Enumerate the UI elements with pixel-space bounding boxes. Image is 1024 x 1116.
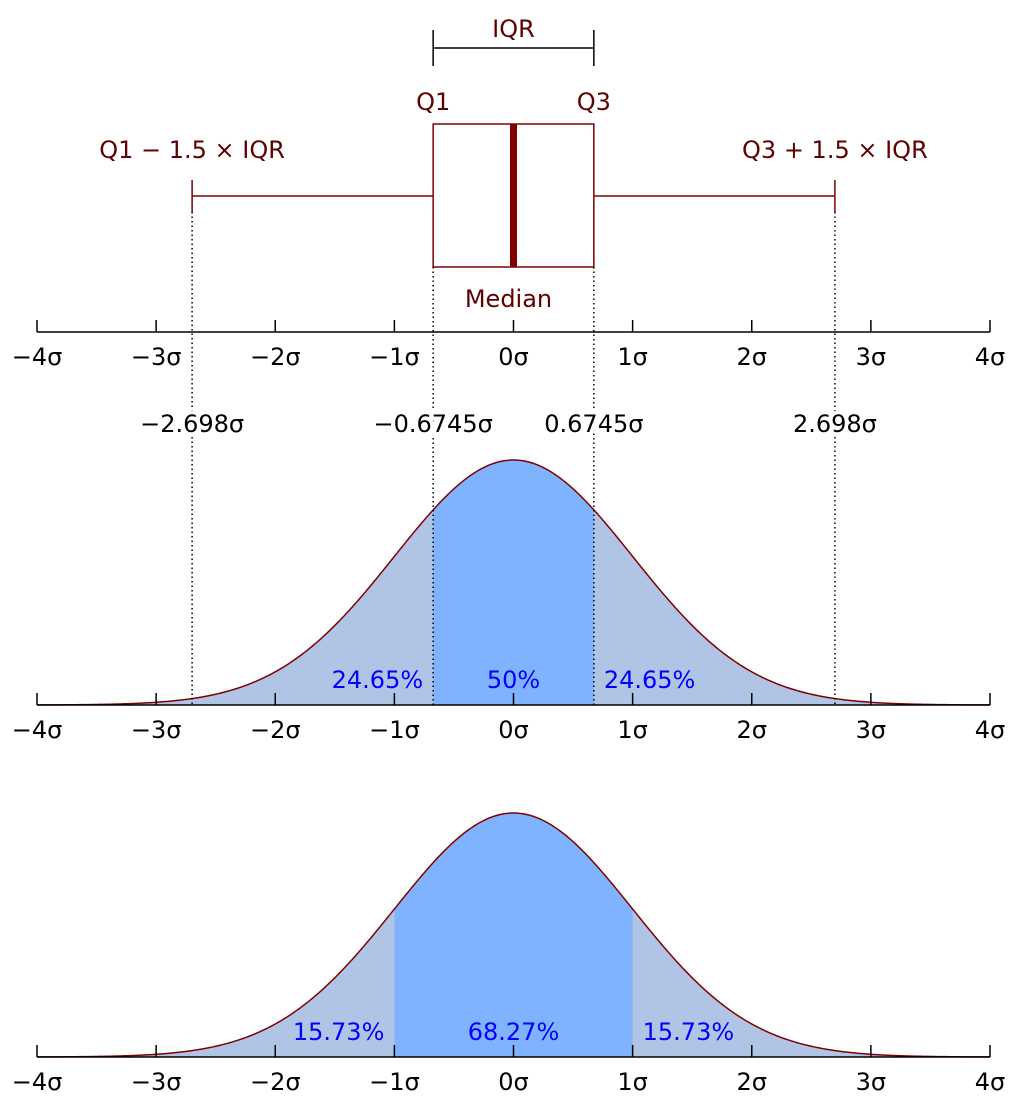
x-tick-label: −2σ (250, 1068, 301, 1096)
x-tick-label: 3σ (856, 343, 886, 371)
x-tick-label: 4σ (975, 1068, 1005, 1096)
region (632, 909, 990, 1057)
region-label: 24.65% (332, 666, 424, 694)
region-label: 24.65% (604, 666, 696, 694)
x-tick-label: 2σ (737, 716, 767, 744)
x-tick-label: 3σ (856, 716, 886, 744)
x-tick-label: 3σ (856, 1068, 886, 1096)
x-tick-label: −3σ (131, 343, 182, 371)
x-tick-label: −4σ (12, 716, 63, 744)
annotation-label: −2.698σ (140, 410, 244, 438)
x-tick-label: −1σ (369, 1068, 420, 1096)
x-tick-label: 1σ (617, 343, 647, 371)
x-tick-label: −3σ (131, 1068, 182, 1096)
q3-label: Q3 (577, 88, 611, 116)
x-tick-label: −2σ (250, 716, 301, 744)
whisker-low-label: Q1 − 1.5 × IQR (99, 136, 285, 164)
region-label: 15.73% (293, 1018, 385, 1046)
region (37, 909, 395, 1057)
x-tick-label: −2σ (250, 343, 301, 371)
x-tick-label: −1σ (369, 343, 420, 371)
q1-label: Q1 (416, 88, 450, 116)
whisker-high-label: Q3 + 1.5 × IQR (742, 136, 928, 164)
x-tick-label: 1σ (617, 716, 647, 744)
region (593, 509, 835, 705)
annotation-label: −0.6745σ (374, 410, 493, 438)
region (433, 460, 594, 705)
x-tick-label: −4σ (12, 343, 63, 371)
iqr-label: IQR (492, 15, 535, 43)
region-label: 68.27% (468, 1018, 560, 1046)
median-label: Median (465, 285, 552, 313)
x-tick-label: 4σ (975, 343, 1005, 371)
x-tick-label: −3σ (131, 716, 182, 744)
x-tick-label: 4σ (975, 716, 1005, 744)
x-tick-label: −4σ (12, 1068, 63, 1096)
x-tick-label: 2σ (737, 1068, 767, 1096)
x-tick-label: 0σ (498, 716, 528, 744)
density-curve (36, 459, 991, 706)
x-tick-label: 2σ (737, 343, 767, 371)
annotation-label: 2.698σ (793, 410, 877, 438)
region (192, 509, 434, 705)
region-label: 15.73% (643, 1018, 735, 1046)
region-label: 50% (487, 666, 540, 694)
x-tick-label: 1σ (617, 1068, 647, 1096)
x-tick-label: 0σ (498, 343, 528, 371)
x-tick-label: 0σ (498, 1068, 528, 1096)
region (394, 813, 633, 1057)
density-curve (36, 812, 991, 1058)
annotation-label: 0.6745σ (544, 410, 643, 438)
x-tick-label: −1σ (369, 716, 420, 744)
